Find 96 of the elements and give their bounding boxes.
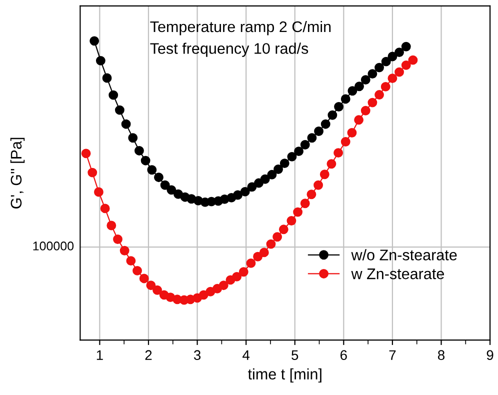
point [381,56,391,66]
point [147,165,157,175]
x-tick-label: 6 [340,350,347,360]
point [280,158,290,168]
point [328,110,338,120]
legend-label: w Zn-stearate [351,268,444,280]
point [154,172,164,182]
point [293,207,303,217]
x-tick-label: 9 [486,350,494,360]
point [360,75,370,85]
point [401,60,411,70]
point [120,246,130,256]
point [334,148,344,158]
point [334,102,344,112]
point [368,98,378,108]
point [388,52,398,62]
point [126,256,136,266]
point [394,67,404,77]
point [380,82,390,92]
point [96,56,106,66]
x-tick-label: 4 [242,350,250,360]
x-axis-title: time t [min] [248,368,322,383]
point [388,74,398,84]
point [166,185,176,195]
point [114,105,124,115]
point [278,224,288,234]
point [134,146,144,156]
point [238,267,248,277]
point [394,48,404,58]
point [254,178,264,188]
point [300,198,310,208]
point [259,248,269,258]
point [320,170,330,180]
point [408,55,418,65]
point [108,90,118,100]
text: 100000 [33,242,74,250]
x-tick-label: 3 [194,350,201,360]
point [140,156,150,166]
x-tick-label: 7 [389,350,396,360]
point [286,216,296,226]
x-tick-label: 2 [145,350,152,360]
point [272,232,282,242]
point [314,126,324,136]
point [360,106,370,116]
point [354,115,364,125]
point [132,266,142,276]
x-tick-label: 5 [292,350,298,360]
point [246,258,256,268]
point [340,137,350,146]
point [354,82,364,92]
point [326,159,336,169]
point [374,90,384,100]
point [348,86,358,96]
point [121,119,131,129]
point [233,190,242,200]
point [160,180,170,190]
point [240,186,250,196]
point [247,182,257,192]
point [347,128,357,138]
point [340,94,350,104]
point [218,280,228,290]
point [152,285,162,295]
point [267,170,277,180]
point [401,42,411,52]
point [253,252,263,262]
y-axis-title: G', G'' [Pa] [10,138,25,208]
point [88,168,98,178]
point [314,180,324,190]
point [307,133,317,143]
annotation: Test frequency 10 rad/s [150,42,308,57]
point [139,274,149,284]
point [128,133,138,143]
point [232,272,242,282]
x-tick-label: 8 [438,350,444,360]
point [266,239,276,249]
point [260,174,270,184]
point [94,187,104,197]
point [320,119,330,129]
point [306,190,316,200]
point [113,234,122,244]
point [100,204,110,214]
point [294,146,304,156]
point [146,280,156,290]
x-tick-label: 1 [96,350,103,360]
point [274,164,283,174]
point [287,152,297,162]
text: Temperature ramp 2 C/min [150,20,331,36]
point [300,140,310,150]
point [374,62,384,72]
point [102,73,112,83]
point [198,290,208,300]
point [368,69,378,79]
legend-label: w/o Zn-stearate [351,249,457,260]
point [90,36,100,46]
point [106,220,116,230]
point [81,148,91,158]
